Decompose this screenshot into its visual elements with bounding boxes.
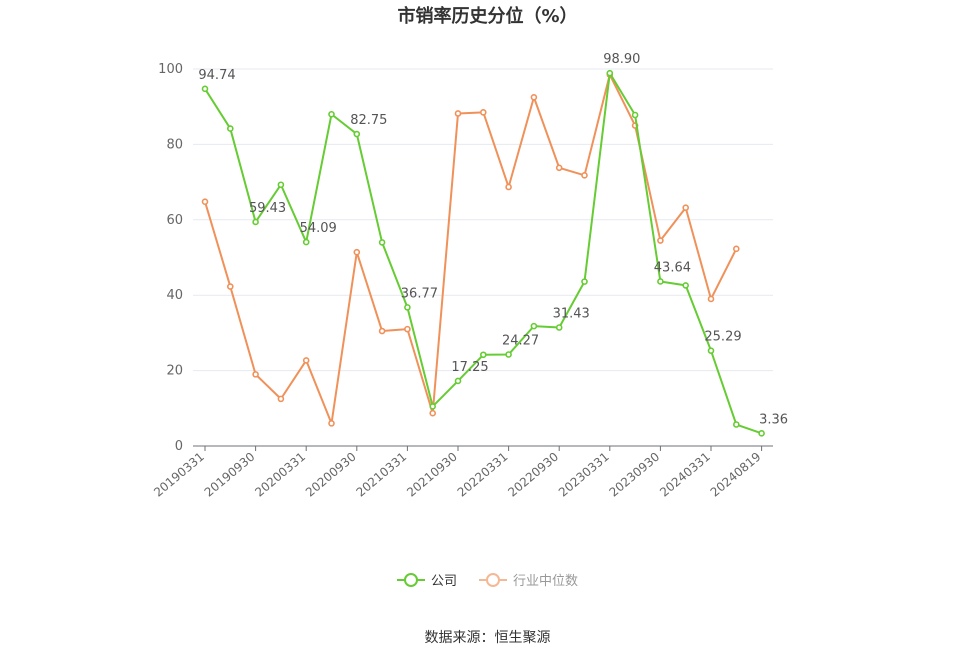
data-point-industry-median: [581, 172, 588, 179]
x-tick-label: 20200930: [303, 450, 359, 500]
data-point-company: [454, 377, 462, 385]
data-label: 36.77: [401, 286, 438, 301]
data-label: 24.27: [502, 334, 539, 349]
series-line-company: [204, 72, 762, 435]
data-point-company: [581, 278, 588, 285]
x-tick-label: 20220331: [455, 450, 511, 500]
y-tick-label: 100: [158, 62, 183, 77]
legend-label-industry-median: 行业中位数: [513, 574, 579, 589]
x-tick-label: 20210930: [404, 450, 460, 500]
data-point-company: [479, 351, 487, 359]
y-tick-label: 0: [175, 439, 183, 454]
data-point-industry-median: [555, 164, 563, 172]
data-point-company: [505, 351, 512, 358]
axes: 0 20 40 60 80 100 2019033120190930202003312020…: [151, 62, 773, 500]
legend-label-company: 公司: [430, 574, 457, 589]
data-label: 3.36: [759, 412, 788, 427]
x-tick-label: 20190331: [151, 450, 207, 500]
data-label: 25.29: [704, 330, 741, 345]
data-point-industry-median: [353, 248, 361, 256]
y-tick-label: 60: [166, 213, 183, 228]
source-note: 数据来源：恒生聚源: [424, 630, 551, 646]
data-point-company: [328, 110, 335, 118]
data-point-company: [707, 347, 715, 354]
data-point-industry-median: [227, 283, 234, 290]
data-point-company: [682, 282, 690, 289]
data-point-company: [227, 125, 234, 132]
data-point-company: [631, 111, 639, 119]
legend-swatch-industry-median: [479, 572, 507, 587]
data-point-company: [378, 239, 386, 246]
x-tick-label: 20190930: [202, 450, 258, 500]
series-line-industry-median: [204, 73, 738, 425]
data-point-industry-median: [277, 395, 285, 403]
data-point-industry-median: [505, 183, 512, 191]
data-point-industry-median: [378, 327, 386, 335]
x-tick-label: 20210331: [354, 450, 410, 500]
data-point-industry-median: [201, 198, 209, 206]
legend-swatch-company: [396, 572, 425, 587]
data-point-industry-median: [732, 245, 740, 253]
x-tick-label: 20200331: [252, 450, 308, 500]
data-point-industry-median: [252, 371, 259, 378]
data-label: 31.43: [553, 307, 590, 322]
data-point-industry-median: [479, 109, 487, 116]
data-label: 43.64: [654, 260, 691, 275]
data-point-industry-median: [454, 110, 462, 117]
data-labels: 94.74 59.43 54.09 82.75 36.77 17.25 24.27 31.43…: [198, 52, 788, 427]
data-point-industry-median: [707, 295, 715, 303]
data-label: 17.25: [451, 360, 488, 375]
legend-item-industry-median[interactable]: 行业中位数: [479, 570, 578, 589]
data-point-company: [252, 218, 259, 226]
data-point-company: [530, 322, 538, 330]
data-point-industry-median: [530, 93, 538, 101]
data-point-company: [657, 278, 664, 285]
data-point-company: [353, 130, 361, 138]
y-tick-label: 80: [166, 137, 183, 152]
data-point-industry-median: [429, 409, 437, 417]
data-point-company: [606, 69, 614, 77]
chart-title: 市销率历史分位（%）: [397, 6, 578, 27]
data-point-company: [732, 421, 740, 428]
data-point-company: [429, 403, 437, 410]
x-tick-label: 20230331: [556, 450, 612, 500]
x-tick-label: 20220930: [505, 450, 561, 500]
data-label: 54.09: [300, 221, 337, 236]
data-label: 82.75: [350, 113, 387, 128]
x-tick-label: 20230930: [607, 450, 663, 500]
data-point-industry-median: [302, 357, 310, 364]
data-point-industry-median: [328, 420, 335, 427]
data-point-industry-median: [682, 204, 690, 212]
x-tick-label: 20240331: [657, 450, 713, 500]
data-point-company: [302, 238, 310, 246]
x-tick-label: 20240819: [708, 450, 764, 500]
y-tick-label: 20: [166, 364, 183, 379]
data-point-company: [758, 430, 765, 437]
line-chart: 0 20 40 60 80 100 2019033120190930202003312020…: [151, 52, 788, 500]
legend: 公司 行业中位数: [0, 570, 975, 589]
legend-item-company[interactable]: 公司: [396, 570, 457, 589]
data-label: 98.90: [603, 52, 640, 67]
data-point-company: [555, 324, 563, 331]
y-tick-label: 40: [166, 288, 183, 303]
data-label: 59.43: [249, 201, 286, 216]
data-point-industry-median: [404, 325, 411, 333]
data-point-company: [404, 304, 411, 311]
data-label: 94.74: [198, 68, 235, 83]
data-point-company: [201, 85, 209, 93]
data-point-company: [277, 181, 285, 189]
data-point-industry-median: [657, 237, 664, 244]
series-lines: [201, 69, 765, 437]
